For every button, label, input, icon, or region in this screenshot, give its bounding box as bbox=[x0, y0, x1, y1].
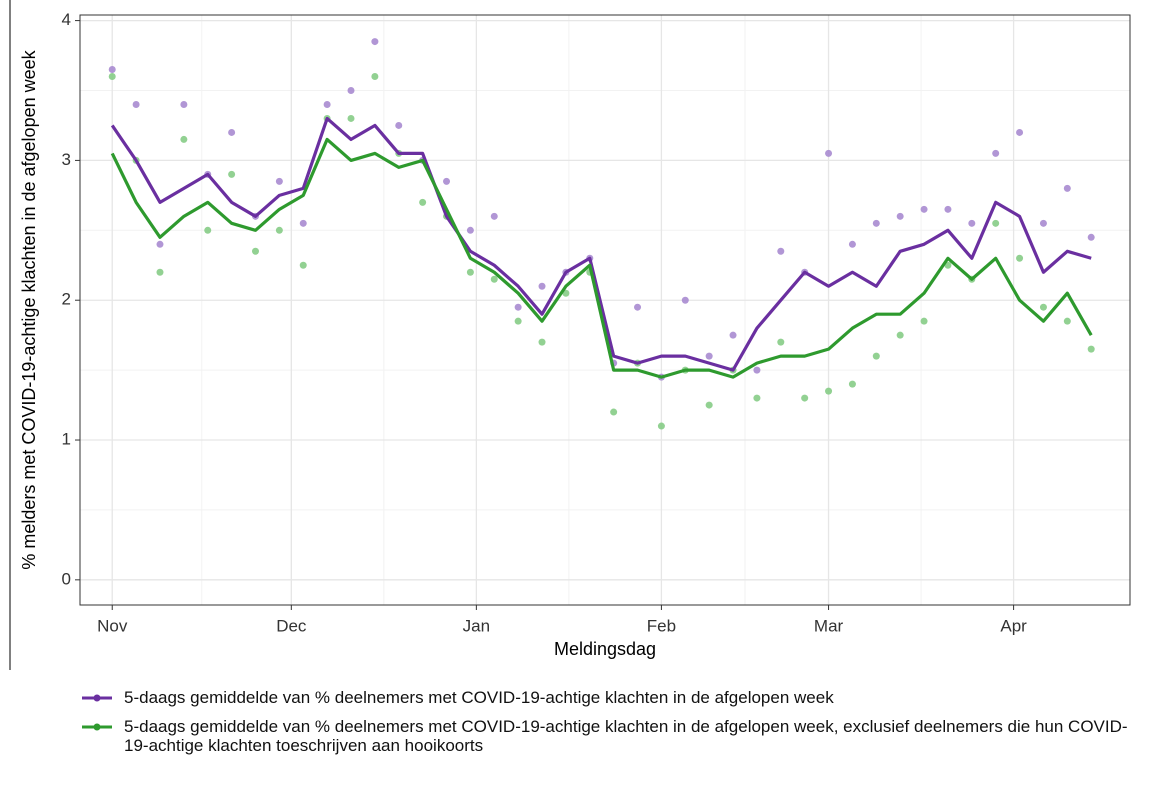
data-dot bbox=[275, 226, 283, 234]
data-dot bbox=[896, 212, 904, 220]
data-dot bbox=[1063, 317, 1071, 325]
data-dot bbox=[1063, 184, 1071, 192]
data-dot bbox=[538, 338, 546, 346]
data-dot bbox=[275, 177, 283, 185]
data-dot bbox=[156, 268, 164, 276]
data-dot bbox=[1039, 219, 1047, 227]
y-tick-label: 2 bbox=[62, 290, 71, 309]
x-tick-label: Jan bbox=[463, 616, 490, 635]
data-dot bbox=[108, 73, 116, 81]
data-dot bbox=[777, 338, 785, 346]
data-dot bbox=[371, 38, 379, 46]
legend-label: 5-daags gemiddelde van % deelnemers met … bbox=[124, 688, 834, 707]
data-dot bbox=[347, 114, 355, 122]
data-dot bbox=[992, 149, 1000, 157]
legend-key bbox=[82, 723, 112, 731]
data-dot bbox=[920, 317, 928, 325]
legend-item: 5-daags gemiddelde van % deelnemers met … bbox=[80, 688, 1150, 707]
data-dot bbox=[610, 408, 618, 416]
plot-border bbox=[79, 14, 1131, 606]
x-tick-label: Dec bbox=[276, 616, 307, 635]
data-dot bbox=[825, 387, 833, 395]
y-axis-title: % melders met COVID-19-achtige klachten … bbox=[19, 49, 39, 569]
data-dot bbox=[299, 219, 307, 227]
data-dot bbox=[228, 128, 236, 136]
data-dot bbox=[848, 380, 856, 388]
x-tick-label: Apr bbox=[1000, 616, 1027, 635]
y-tick-label: 4 bbox=[62, 10, 71, 29]
plot-background bbox=[80, 15, 1130, 605]
data-dot bbox=[801, 394, 809, 402]
data-dot bbox=[490, 275, 498, 283]
data-dot bbox=[466, 268, 474, 276]
data-dot bbox=[896, 331, 904, 339]
data-dot bbox=[490, 212, 498, 220]
chart: % melders met COVID-19-achtige klachten … bbox=[9, 0, 1131, 670]
data-dot bbox=[968, 219, 976, 227]
data-dot bbox=[825, 149, 833, 157]
data-dot bbox=[251, 247, 259, 255]
legend-label: 5-daags gemiddelde van % deelnemers met … bbox=[124, 717, 1128, 755]
data-dot bbox=[1016, 128, 1024, 136]
data-dot bbox=[180, 135, 188, 143]
series-line bbox=[110, 137, 1093, 379]
legend-item: 5-daags gemiddelde van % deelnemers met … bbox=[80, 717, 1150, 755]
data-dot bbox=[371, 73, 379, 81]
data-dot bbox=[753, 394, 761, 402]
data-dot bbox=[657, 422, 665, 430]
data-dot bbox=[1087, 233, 1095, 241]
data-dot bbox=[156, 240, 164, 248]
data-dot bbox=[872, 219, 880, 227]
x-tick-label: Nov bbox=[97, 616, 128, 635]
data-dot bbox=[992, 219, 1000, 227]
data-dot bbox=[920, 205, 928, 213]
legend-key bbox=[82, 694, 112, 702]
data-dot bbox=[443, 177, 451, 185]
data-dot bbox=[848, 240, 856, 248]
data-dot bbox=[634, 303, 642, 311]
y-tick-label: 0 bbox=[62, 569, 71, 588]
data-dot bbox=[180, 100, 188, 108]
data-dot bbox=[1087, 345, 1095, 353]
data-dot bbox=[1039, 303, 1047, 311]
x-axis-title: Meldingsdag bbox=[554, 639, 656, 659]
data-dot bbox=[514, 303, 522, 311]
data-dot bbox=[299, 261, 307, 269]
data-dot bbox=[705, 401, 713, 409]
series-line bbox=[110, 116, 1092, 372]
data-dot bbox=[228, 170, 236, 178]
data-dot bbox=[777, 247, 785, 255]
legend-dot bbox=[93, 723, 101, 731]
legend: 5-daags gemiddelde van % deelnemers met … bbox=[80, 688, 1150, 765]
data-dot bbox=[395, 121, 403, 129]
data-dot bbox=[347, 86, 355, 94]
data-dot bbox=[872, 352, 880, 360]
data-dot bbox=[466, 226, 474, 234]
data-dot bbox=[705, 352, 713, 360]
data-dot bbox=[538, 282, 546, 290]
data-dot bbox=[1016, 254, 1024, 262]
data-dot bbox=[323, 100, 331, 108]
x-tick-label: Feb bbox=[647, 616, 676, 635]
data-dot bbox=[132, 100, 140, 108]
data-dot bbox=[419, 198, 427, 206]
y-tick-label: 3 bbox=[62, 150, 71, 169]
x-tick-label: Mar bbox=[814, 616, 844, 635]
data-dot bbox=[944, 205, 952, 213]
data-dot bbox=[514, 317, 522, 325]
y-tick-label: 1 bbox=[62, 430, 71, 449]
data-dot bbox=[204, 226, 212, 234]
data-dot bbox=[108, 66, 116, 74]
data-dot bbox=[753, 366, 761, 374]
legend-dot bbox=[93, 694, 101, 702]
data-dot bbox=[729, 331, 737, 339]
data-dot bbox=[681, 296, 689, 304]
